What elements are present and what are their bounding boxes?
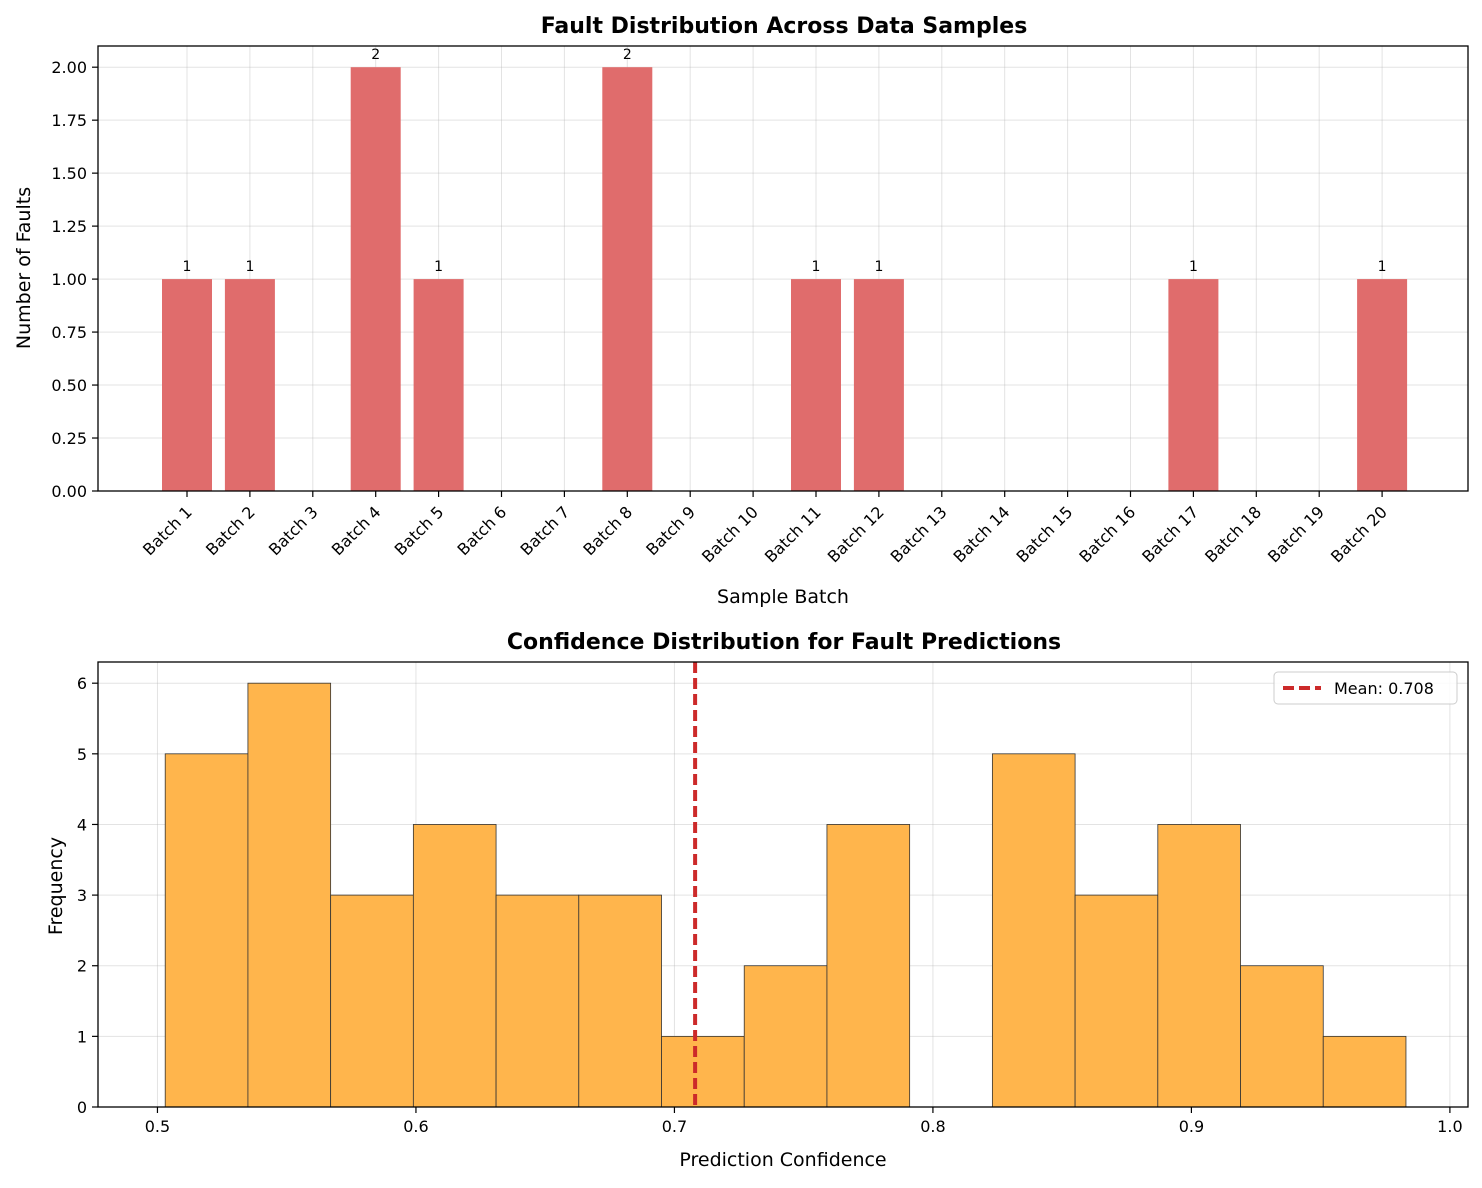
top-x-tick-label: Batch 14 — [950, 502, 1014, 566]
top-x-tick-label: Batch 1 — [139, 502, 196, 559]
bottom-y-tick-label: 2 — [77, 957, 87, 976]
top-x-tick-label: Batch 16 — [1075, 502, 1139, 566]
top-x-tick-label: Batch 13 — [887, 502, 951, 566]
histogram-bar — [661, 1035, 745, 1108]
top-y-tick-label: 1.25 — [51, 217, 87, 236]
fault-bar-value-label: 2 — [623, 47, 632, 63]
histogram-bar — [495, 894, 580, 1108]
bottom-x-axis-label: Prediction Confidence — [679, 1149, 886, 1171]
legend: Mean: 0.708 — [1273, 671, 1458, 705]
top-x-tick-label: Batch 5 — [391, 502, 448, 559]
top-grid — [98, 46, 1468, 492]
top-y-tick-label: 0.75 — [51, 323, 87, 342]
top-x-tick-label: Batch 12 — [824, 502, 888, 566]
top-y-tick-label: 1.75 — [51, 111, 87, 130]
top-y-axis: 0.00 0.25 0.50 0.75 1.00 1.25 1.50 1.75 2.00 — [51, 58, 98, 501]
top-bar-labels: 1 1 2 1 2 1 1 1 1 — [183, 47, 1387, 275]
bottom-plot-frame — [97, 661, 1469, 1108]
histogram-bar — [743, 965, 828, 1108]
bottom-y-tick-label: 4 — [77, 815, 87, 834]
top-chart-title: Fault Distribution Across Data Samples — [541, 14, 1028, 39]
fault-bar-chart: Fault Distribution Across Data Samples 1… — [13, 14, 1469, 608]
fault-bar — [162, 279, 212, 491]
histogram-bar — [330, 894, 414, 1108]
top-x-tick-label: Batch 20 — [1327, 502, 1391, 566]
fault-bar — [791, 279, 841, 491]
top-bars — [162, 67, 1408, 491]
bottom-x-tick-label: 0.6 — [403, 1117, 428, 1136]
top-x-tick-label: Batch 6 — [454, 502, 511, 559]
fault-bar — [413, 279, 464, 491]
top-y-tick-label: 2.00 — [51, 58, 87, 77]
fault-bar-value-label: 1 — [434, 259, 443, 275]
bottom-y-axis: 0 1 2 3 4 5 6 — [77, 674, 98, 1117]
histogram-bar — [1322, 1035, 1407, 1108]
top-x-tick-label: Batch 17 — [1138, 502, 1202, 566]
top-x-tick-label: Batch 15 — [1012, 502, 1076, 566]
histogram-bar — [247, 682, 332, 1108]
top-y-tick-label: 0.00 — [51, 482, 87, 501]
confidence-histogram: Confidence Distribution for Fault Predic… — [45, 630, 1469, 1171]
legend-box — [1273, 671, 1458, 705]
top-x-tick-label: Batch 19 — [1264, 502, 1328, 566]
fault-bar — [1168, 279, 1219, 491]
fault-bar-value-label: 1 — [183, 259, 192, 275]
histogram-bar — [826, 824, 911, 1108]
fault-bar-value-label: 1 — [1189, 259, 1198, 275]
top-y-tick-label: 0.50 — [51, 376, 87, 395]
top-x-axis-label: Sample Batch — [717, 586, 849, 608]
bottom-y-tick-label: 6 — [77, 674, 87, 693]
bottom-bars — [164, 682, 1407, 1108]
fault-bar-value-label: 1 — [812, 259, 821, 275]
histogram-bar — [1074, 894, 1159, 1108]
bottom-x-axis: 0.5 0.6 0.7 0.8 0.9 1.0 — [145, 1107, 1463, 1136]
top-x-tick-label: Batch 7 — [516, 502, 573, 559]
bottom-y-tick-label: 0 — [77, 1098, 87, 1117]
bottom-x-tick-label: 1.0 — [1437, 1117, 1462, 1136]
fault-bar-value-label: 1 — [1378, 259, 1387, 275]
top-y-tick-label: 0.25 — [51, 429, 87, 448]
top-x-tick-label: Batch 8 — [579, 502, 636, 559]
top-x-tick-label: Batch 9 — [642, 502, 699, 559]
histogram-bar — [412, 824, 497, 1108]
histogram-bar — [164, 753, 249, 1108]
bottom-y-tick-label: 3 — [77, 886, 87, 905]
top-y-tick-label: 1.50 — [51, 164, 87, 183]
bottom-chart-title: Confidence Distribution for Fault Predic… — [507, 630, 1061, 655]
fault-bar — [853, 279, 904, 491]
bottom-y-tick-label: 1 — [77, 1027, 87, 1046]
top-x-tick-label: Batch 2 — [202, 502, 259, 559]
fault-bar — [1357, 279, 1408, 491]
histogram-bar — [578, 894, 662, 1108]
histogram-bar — [1157, 824, 1241, 1108]
bottom-x-tick-label: 0.5 — [145, 1117, 170, 1136]
top-x-tick-label: Batch 3 — [265, 502, 322, 559]
bottom-x-tick-label: 0.7 — [662, 1117, 687, 1136]
top-plot-frame — [97, 45, 1469, 492]
bottom-x-tick-label: 0.9 — [1179, 1117, 1204, 1136]
bottom-y-tick-label: 5 — [77, 745, 87, 764]
top-y-axis-label: Number of Faults — [13, 187, 35, 349]
fault-bar — [350, 67, 401, 491]
top-y-tick-label: 1.00 — [51, 270, 87, 289]
fault-bar-value-label: 1 — [874, 259, 883, 275]
fault-bar-value-label: 2 — [371, 47, 380, 63]
top-x-tick-label: Batch 11 — [761, 502, 825, 566]
top-x-axis: Batch 1 Batch 2 Batch 3 Batch 4 Batch 5 Batch… — [139, 491, 1391, 566]
bottom-y-axis-label: Frequency — [45, 837, 67, 935]
histogram-bar — [991, 753, 1076, 1108]
top-x-tick-label: Batch 18 — [1201, 502, 1265, 566]
top-x-tick-label: Batch 4 — [328, 502, 385, 559]
fault-bar — [602, 67, 653, 491]
legend-mean-label: Mean: 0.708 — [1334, 679, 1434, 698]
histogram-bar — [1240, 965, 1324, 1108]
fault-bar-value-label: 1 — [245, 259, 254, 275]
bottom-x-tick-label: 0.8 — [920, 1117, 945, 1136]
top-x-tick-label: Batch 10 — [698, 502, 762, 566]
fault-bar — [224, 279, 275, 491]
